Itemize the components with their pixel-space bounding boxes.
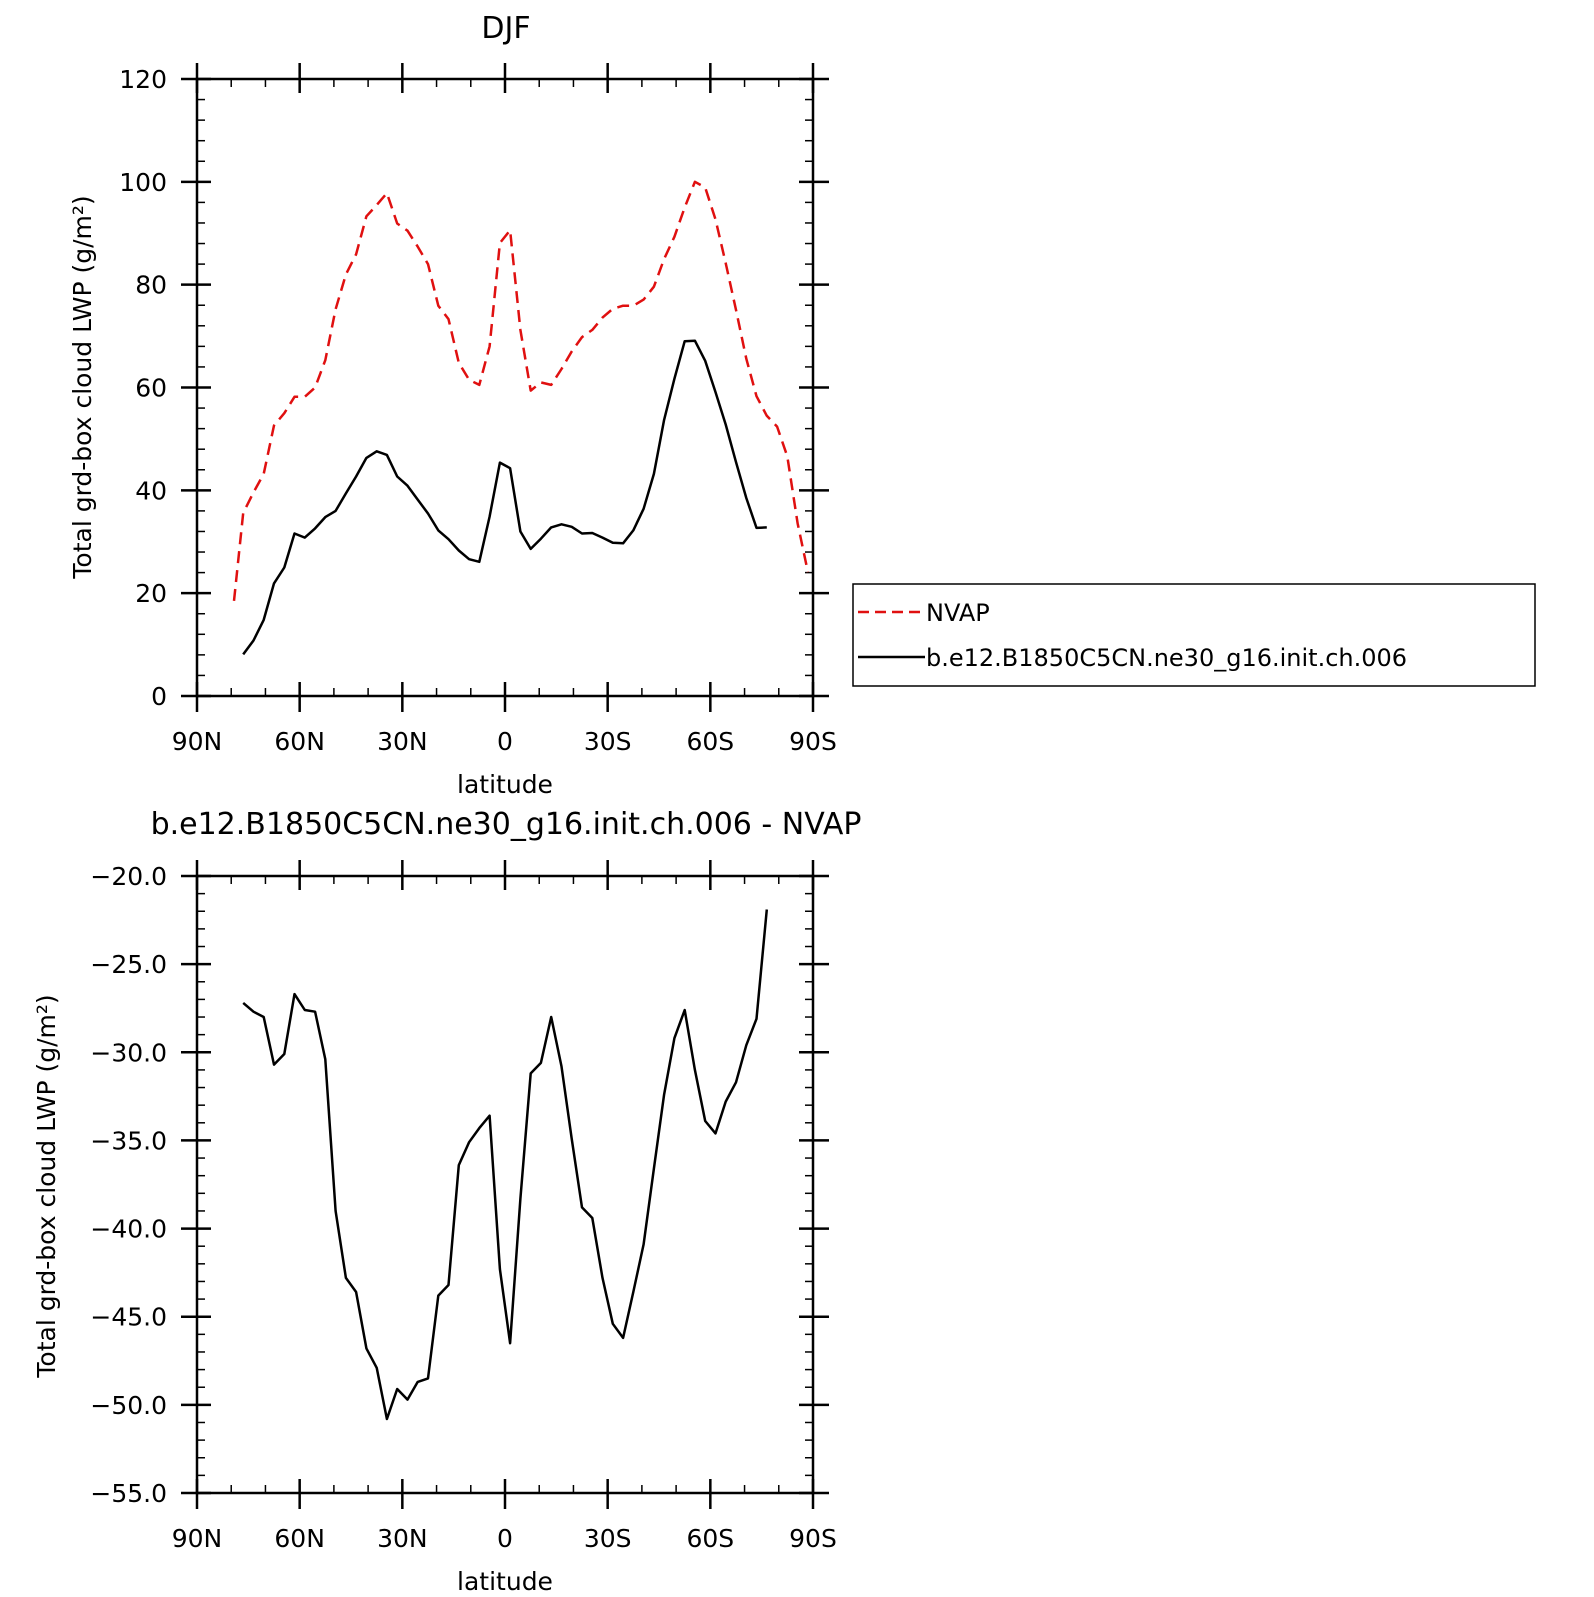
top-series-line-model bbox=[242, 339, 767, 656]
bottom-panel: b.e12.B1850C5CN.ne30_g16.init.ch.006 - N… bbox=[32, 807, 861, 1596]
bottom-x-tick-label: 60N bbox=[274, 1524, 325, 1553]
top-y-axis-label: Total grd-box cloud LWP (g/m²) bbox=[68, 195, 97, 579]
top-x-tick-label: 0 bbox=[497, 727, 513, 756]
legend: NVAP b.e12.B1850C5CN.ne30_g16.init.ch.00… bbox=[852, 583, 1536, 687]
top-chart-title: DJF bbox=[481, 11, 530, 46]
bottom-y-axis-label: Total grd-box cloud LWP (g/m²) bbox=[32, 994, 61, 1378]
top-y-tick-label: 0 bbox=[151, 682, 167, 711]
bottom-ticks bbox=[181, 860, 829, 1509]
bottom-x-axis-label: latitude bbox=[457, 1567, 553, 1596]
bottom-x-tick-labels: 90N 60N 30N 0 30S 60S 90S bbox=[172, 1524, 837, 1553]
top-x-tick-label: 60N bbox=[274, 727, 325, 756]
bottom-y-tick-label: −50.0 bbox=[90, 1391, 167, 1420]
bottom-series-line-difference bbox=[242, 909, 769, 1421]
bottom-series-lines bbox=[242, 909, 769, 1421]
top-x-axis-label: latitude bbox=[457, 770, 553, 799]
top-y-tick-label: 60 bbox=[135, 374, 167, 403]
top-series-lines bbox=[232, 180, 810, 656]
bottom-x-tick-label: 90N bbox=[172, 1524, 223, 1553]
bottom-y-tick-label: −25.0 bbox=[90, 950, 167, 979]
top-ticks bbox=[181, 63, 829, 712]
bottom-y-tick-label: −55.0 bbox=[90, 1479, 167, 1508]
bottom-x-tick-label: 60S bbox=[686, 1524, 734, 1553]
bottom-x-tick-label: 0 bbox=[497, 1524, 513, 1553]
legend-box bbox=[852, 583, 1536, 687]
legend-label-nvap: NVAP bbox=[926, 599, 990, 627]
bottom-x-tick-label: 90S bbox=[789, 1524, 837, 1553]
top-series-line-nvap bbox=[232, 180, 810, 602]
bottom-y-tick-labels: −55.0 −50.0 −45.0 −40.0 −35.0 −30.0 −25.0 −20.0 bbox=[90, 862, 167, 1508]
top-x-tick-label: 30S bbox=[584, 727, 632, 756]
bottom-y-tick-label: −30.0 bbox=[90, 1038, 167, 1067]
legend-label-model: b.e12.B1850C5CN.ne30_g16.init.ch.006 bbox=[926, 644, 1407, 672]
top-y-tick-label: 80 bbox=[135, 271, 167, 300]
bottom-y-tick-label: −45.0 bbox=[90, 1303, 167, 1332]
top-x-tick-label: 90S bbox=[789, 727, 837, 756]
bottom-x-tick-label: 30S bbox=[584, 1524, 632, 1553]
bottom-chart-title: b.e12.B1850C5CN.ne30_g16.init.ch.006 - N… bbox=[151, 807, 862, 842]
bottom-plot-frame bbox=[195, 874, 815, 1495]
bottom-y-tick-label: −20.0 bbox=[90, 862, 167, 891]
bottom-y-tick-label: −40.0 bbox=[90, 1215, 167, 1244]
top-y-tick-label: 40 bbox=[135, 476, 167, 505]
top-plot-frame bbox=[195, 77, 815, 698]
top-y-tick-label: 20 bbox=[135, 579, 167, 608]
top-x-tick-label: 90N bbox=[172, 727, 223, 756]
top-y-tick-label: 120 bbox=[119, 65, 167, 94]
top-x-tick-label: 60S bbox=[686, 727, 734, 756]
top-x-tick-labels: 90N 60N 30N 0 30S 60S 90S bbox=[172, 727, 837, 756]
bottom-y-tick-label: −35.0 bbox=[90, 1126, 167, 1155]
bottom-x-tick-label: 30N bbox=[377, 1524, 428, 1553]
top-y-tick-label: 100 bbox=[119, 168, 167, 197]
top-x-tick-label: 30N bbox=[377, 727, 428, 756]
top-y-tick-labels: 0 20 40 60 80 100 120 bbox=[119, 65, 167, 711]
